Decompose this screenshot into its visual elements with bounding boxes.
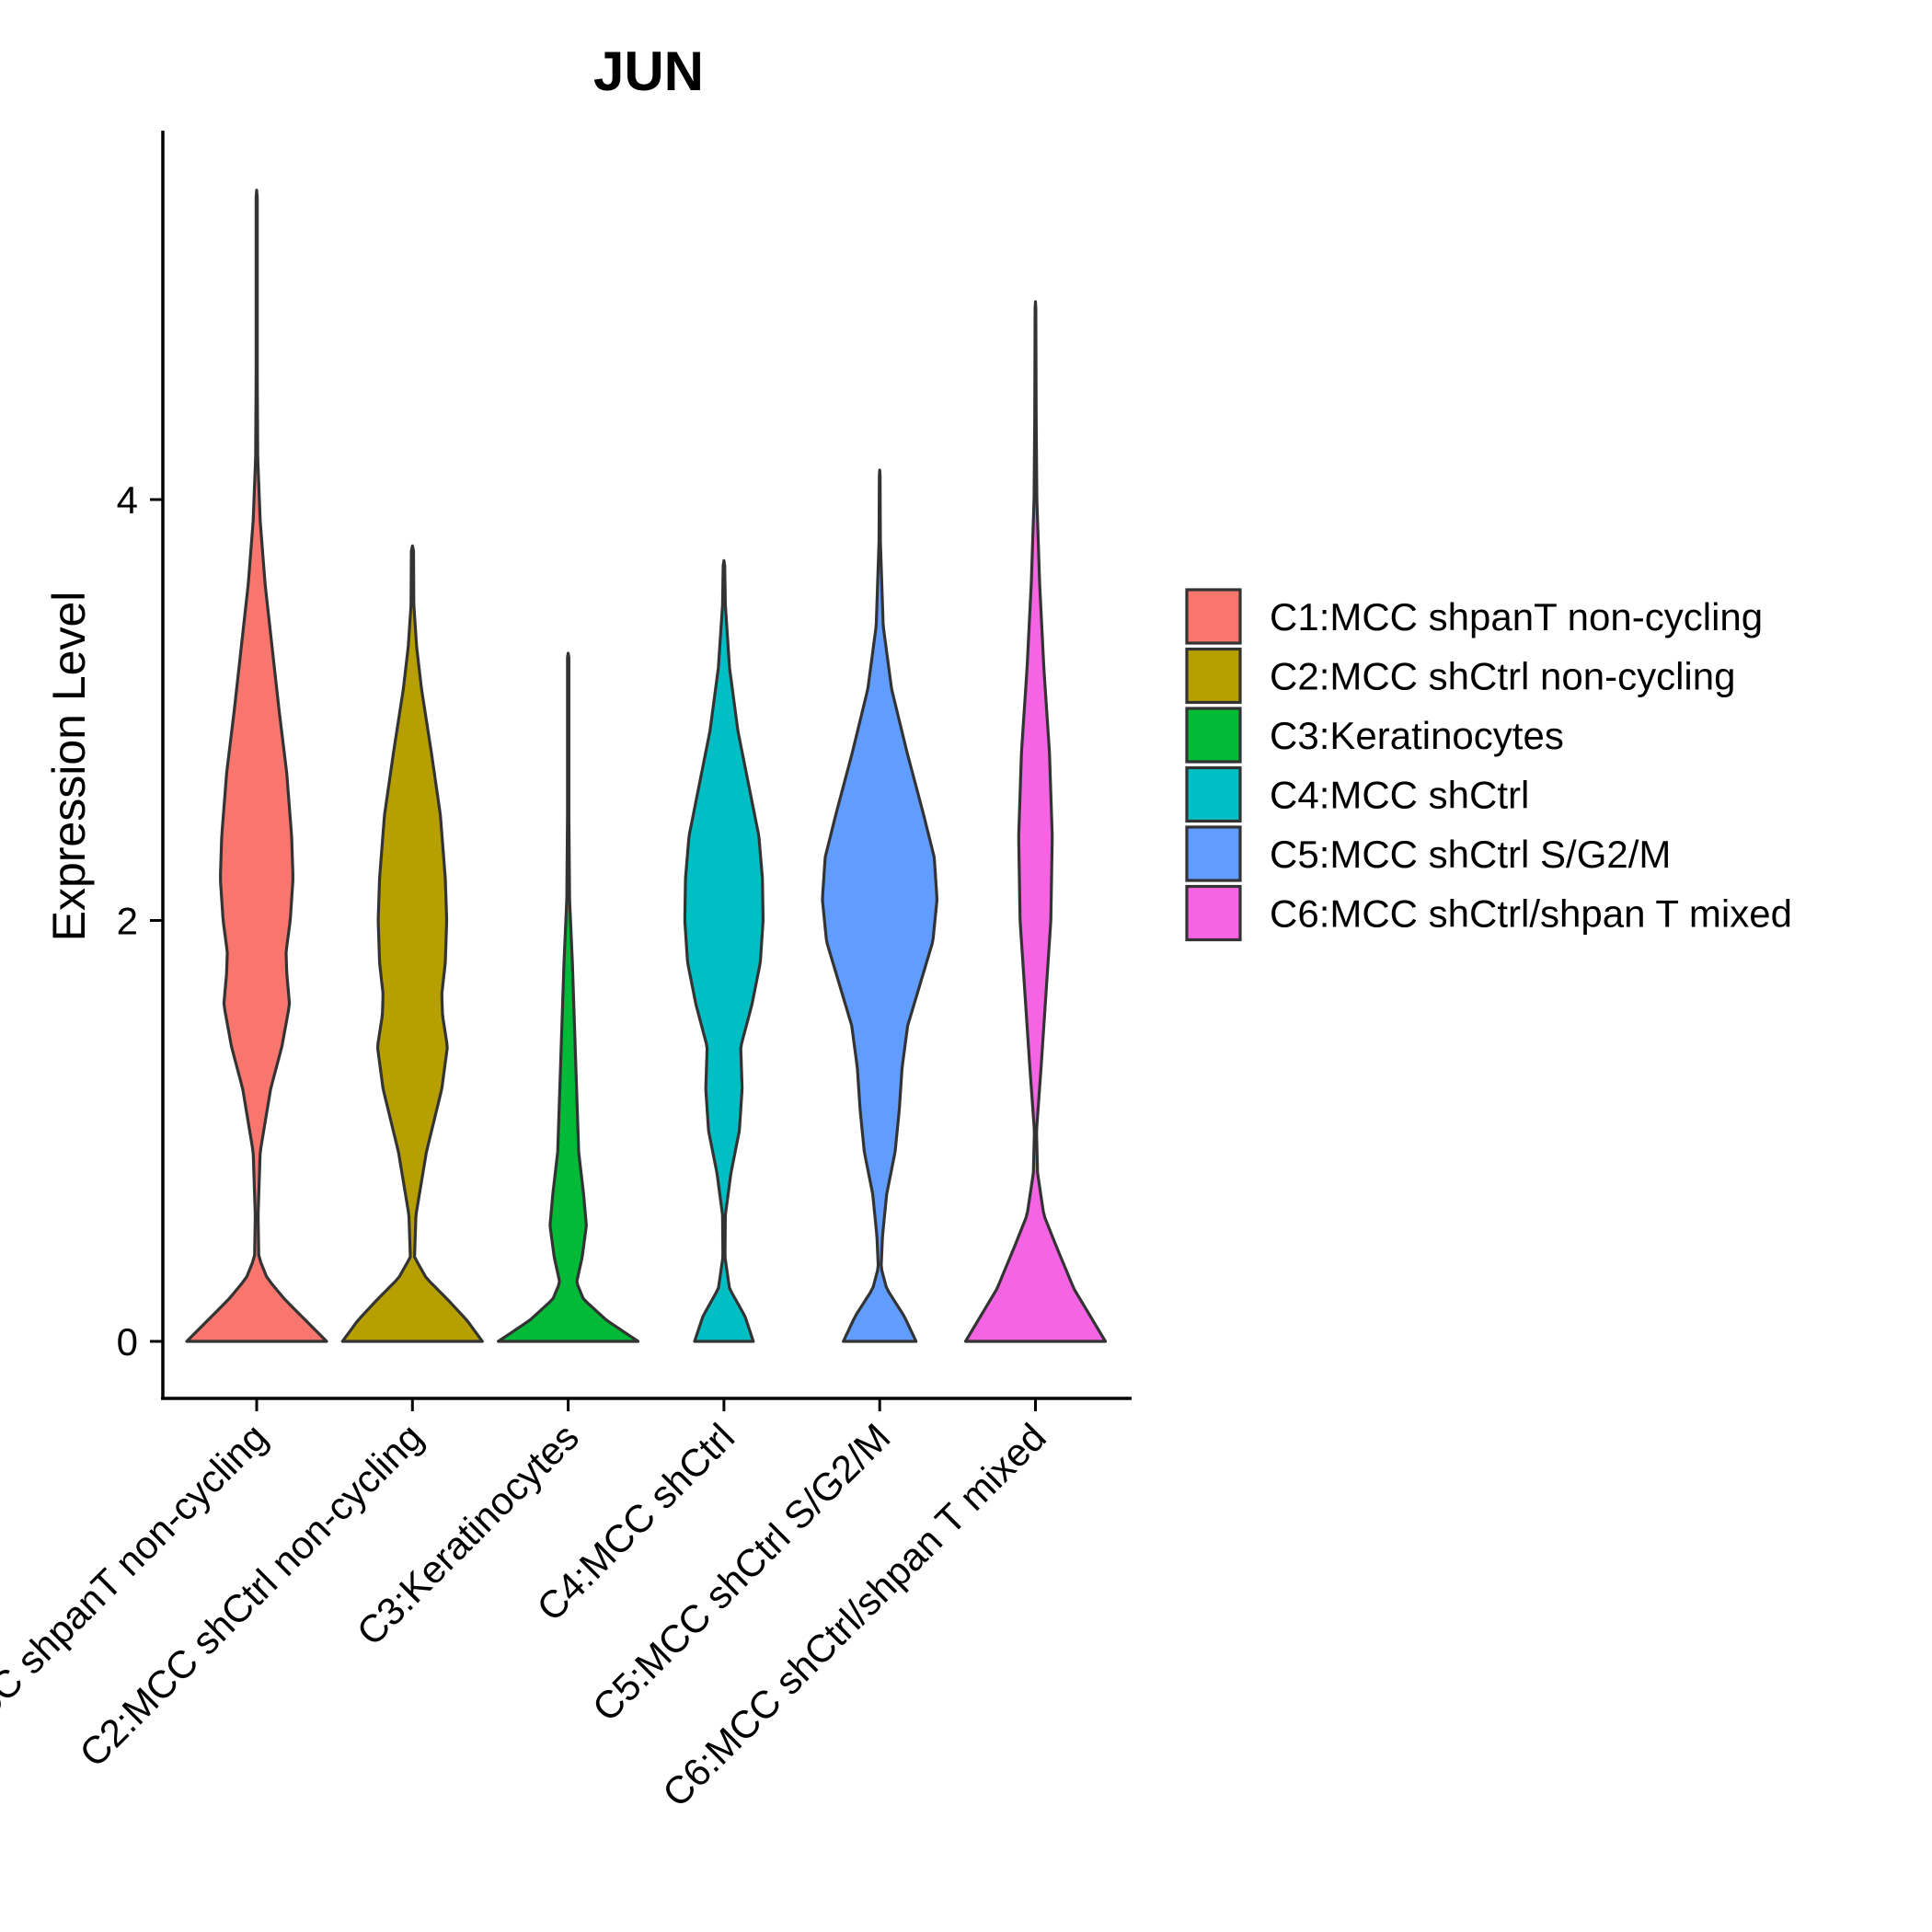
violin-2 [340,544,484,1343]
legend-key-4 [1185,765,1242,823]
legend-label-6: C6:MCC shCtrl/shpan T mixed [1270,892,1792,936]
legend-label-4: C4:MCC shCtrl [1270,774,1529,817]
legend-key-1 [1185,588,1242,645]
legend-key-2 [1185,647,1242,705]
y-ticks: 0 2 4 [117,478,163,1363]
x-tick-label: C5:MCC shCtrl S/G2/M [584,1415,899,1730]
y-tick-label: 2 [117,900,138,943]
legend: C1:MCC shpanT non-cycling C2:MCC shCtrl n… [1185,588,1792,942]
legend-key-5 [1185,825,1242,882]
violin-4 [683,558,765,1343]
chart-title: JUN [593,40,704,102]
legend-label-2: C2:MCC shCtrl non-cycling [1270,655,1735,698]
violin-3 [497,651,640,1343]
y-tick-label: 0 [117,1320,138,1363]
violin-5 [821,468,939,1343]
legend-key-3 [1185,707,1242,764]
violin-1 [185,189,328,1343]
legend-label-5: C5:MCC shCtrl S/G2/M [1270,833,1671,876]
y-tick-label: 4 [117,478,138,522]
legend-label-3: C3:Keratinocytes [1270,714,1564,757]
violin-6 [963,300,1108,1343]
legend-label-1: C1:MCC shpanT non-cycling [1270,595,1763,638]
violin-group [185,189,1108,1343]
y-axis-title: Expression Level [43,592,95,942]
legend-key-6 [1185,884,1242,942]
